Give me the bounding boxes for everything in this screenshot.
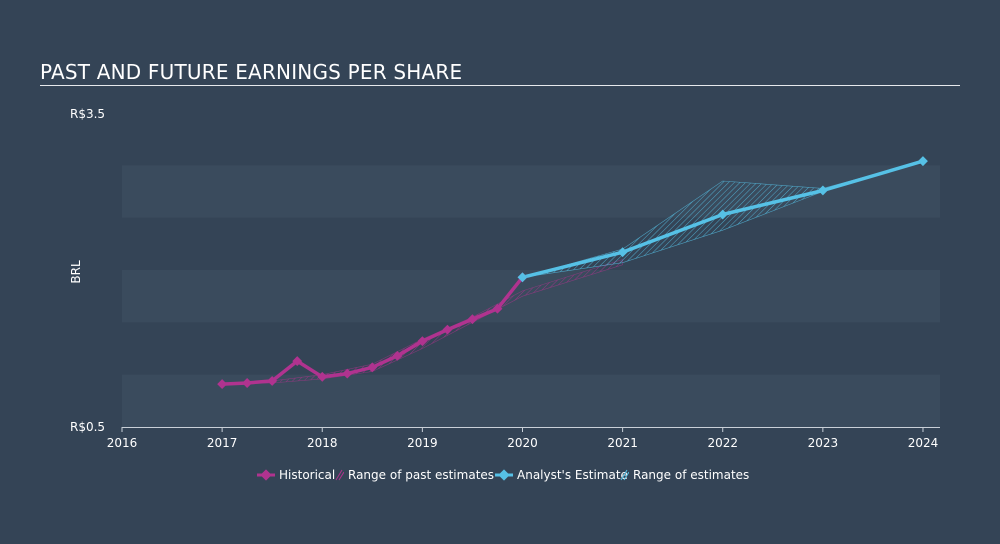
estimate-range-legend-icon	[620, 469, 629, 481]
x-tick-label: 2024	[908, 436, 939, 450]
x-tick-label: 2023	[808, 436, 839, 450]
estimate-point	[717, 209, 728, 220]
legend-historical-label: Historical	[279, 468, 336, 482]
estimate-point	[517, 272, 528, 283]
historical-point	[242, 378, 253, 388]
historical-legend-icon	[257, 469, 275, 481]
historical-point	[342, 368, 353, 379]
historical-point	[392, 350, 403, 361]
grid-band	[122, 270, 940, 323]
historical-point	[317, 371, 328, 382]
x-tick-label: 2017	[207, 436, 238, 450]
axis-labels: 2016 2017 2018 2019 2020 2021 2022 2023 2024 R$3.…	[69, 107, 938, 450]
chart-title: PAST AND FUTURE EARNINGS PER SHARE	[40, 60, 463, 84]
estimate-legend-icon	[495, 469, 513, 481]
legend-historical[interactable]: Historical	[257, 468, 335, 482]
y-tick-label: R$0.5	[70, 420, 105, 434]
historical-point	[367, 362, 378, 373]
historical-point	[217, 379, 228, 390]
x-tick-label: 2022	[707, 436, 738, 450]
historical-point	[492, 303, 503, 314]
legend-estimate-range-label: Range of estimates	[633, 468, 750, 482]
legend-past-range[interactable]: Range of past estimates	[334, 468, 494, 482]
legend-estimate-label: Analyst's Estimate	[517, 468, 628, 482]
estimate-point	[918, 156, 928, 167]
legend-past-range-label: Range of past estimates	[348, 468, 495, 482]
historical-point	[267, 375, 278, 386]
historical-point	[292, 356, 303, 367]
historical-point	[467, 314, 478, 325]
legend-estimate[interactable]: Analyst's Estimate	[495, 468, 628, 482]
x-tick-label: 2018	[307, 436, 338, 450]
y-axis-label: BRL	[69, 260, 83, 284]
x-tick-label: 2020	[507, 436, 538, 450]
past-range-legend-icon	[335, 469, 344, 481]
title-divider	[40, 85, 960, 86]
grid-bands	[122, 165, 940, 427]
y-tick-label: R$3.5	[70, 107, 105, 121]
axes	[121, 427, 940, 432]
x-tick-label: 2019	[407, 436, 438, 450]
x-tick-label: 2016	[107, 436, 138, 450]
estimate-point	[817, 185, 828, 196]
x-tick-label: 2021	[607, 436, 638, 450]
legend-estimate-range[interactable]: Range of estimates	[619, 468, 749, 482]
estimate-point	[617, 247, 628, 258]
legend: Historical Range of past estimates Analy…	[0, 468, 1000, 486]
